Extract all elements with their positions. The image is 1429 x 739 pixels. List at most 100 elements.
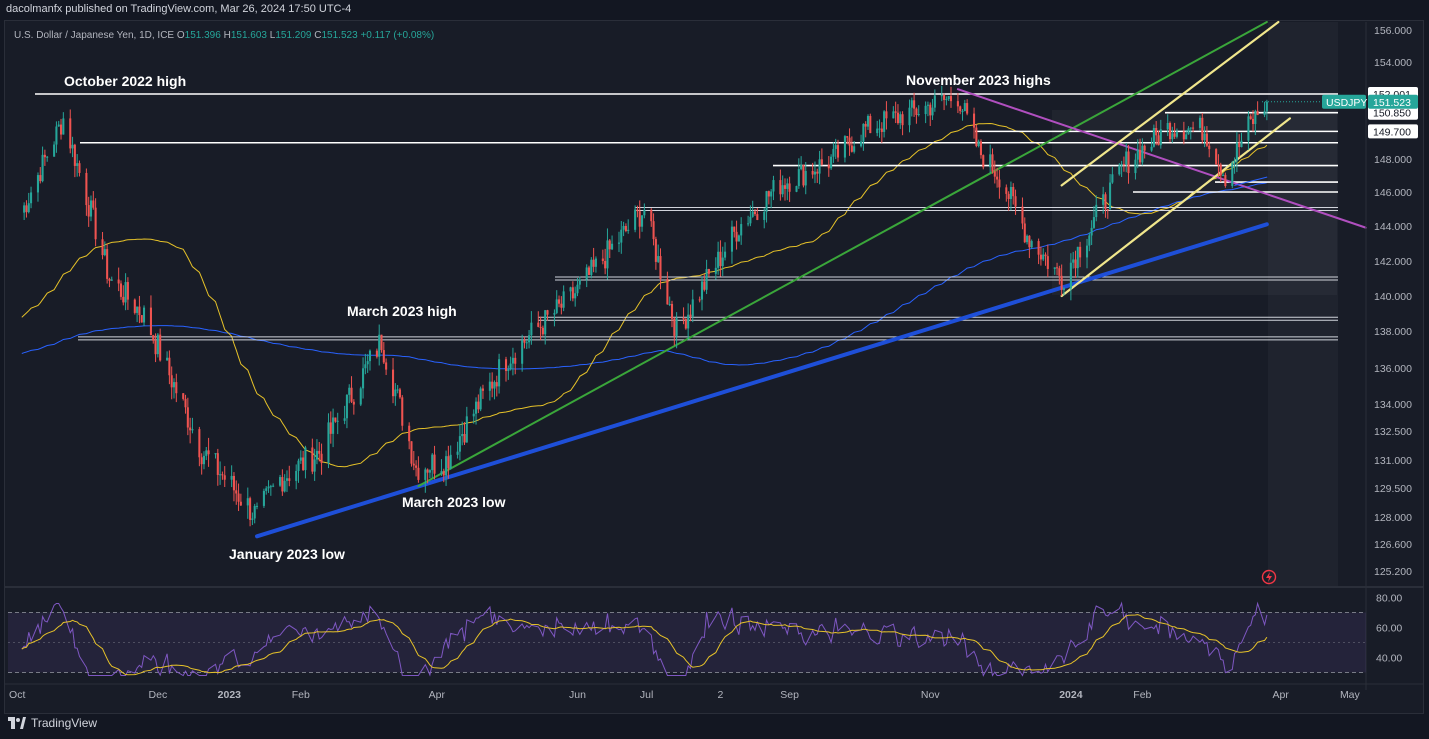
candle-body: [1030, 241, 1033, 248]
candle-body: [1233, 160, 1236, 163]
candle-body: [714, 267, 717, 274]
x-tick-label: 2023: [218, 689, 242, 701]
candle-body: [827, 164, 830, 169]
chart-frame[interactable]: [4, 20, 1424, 714]
candle-body: [1168, 122, 1172, 140]
candle-body: [843, 136, 846, 158]
y-tick-label: 148.000: [1374, 154, 1412, 166]
candle-body: [700, 281, 704, 300]
candle-body: [175, 382, 178, 394]
candle-body: [933, 95, 936, 108]
candle-body: [617, 242, 621, 244]
x-tick-label: May: [1340, 689, 1361, 701]
candle-body: [352, 401, 355, 405]
candle-body: [767, 191, 770, 197]
candle-body: [636, 209, 639, 212]
candle-body: [878, 128, 881, 130]
candle-body: [1136, 149, 1139, 160]
candle-body: [804, 170, 807, 186]
ma200-line: [21, 182, 1268, 370]
candle-body: [850, 145, 853, 152]
candle-body: [848, 137, 851, 146]
candle-body: [703, 281, 706, 290]
candle-body: [488, 381, 491, 391]
y-tick-label: 126.600: [1374, 539, 1412, 551]
y-tick-label: 150.850: [1373, 108, 1411, 120]
candle-body: [1219, 164, 1222, 176]
price-axis[interactable]: 156.000154.000152.001150.850149.700148.0…: [1262, 22, 1418, 690]
candle-body: [860, 141, 863, 147]
candle-body: [511, 357, 514, 364]
candle-body: [239, 501, 242, 506]
candle-body: [1109, 182, 1112, 210]
candle-body: [235, 490, 238, 494]
candle-body: [1072, 259, 1075, 263]
candle-body: [753, 211, 757, 215]
rsi-signal-line: [21, 614, 1268, 676]
candle-body: [368, 350, 372, 362]
footer: TradingView: [8, 716, 97, 730]
candle-body: [684, 318, 687, 329]
candle-body: [966, 103, 969, 114]
candle-body: [207, 450, 210, 455]
open-label: O: [176, 30, 185, 41]
candle-body: [657, 256, 660, 262]
candle-body: [283, 480, 286, 492]
candle-body: [698, 299, 701, 301]
candle-body: [327, 422, 330, 463]
candle-body: [1026, 235, 1029, 243]
candle-body: [442, 471, 445, 476]
candle-body: [779, 180, 782, 195]
candle-body: [788, 183, 791, 192]
candle-body: [315, 450, 318, 460]
candle-body: [189, 427, 192, 431]
candle-body: [675, 318, 678, 336]
candle-body: [216, 453, 219, 475]
candle-body: [110, 279, 113, 281]
candle-body: [578, 279, 581, 285]
candle-body: [458, 436, 461, 452]
candle-body: [592, 259, 595, 267]
x-tick-label: Nov: [921, 689, 940, 701]
candle-body: [1185, 134, 1188, 140]
candle-body: [620, 229, 623, 243]
candle-body: [553, 312, 556, 315]
candle-body: [415, 465, 418, 468]
candle-body: [560, 303, 563, 308]
candle-body: [219, 474, 222, 476]
candle-body: [781, 185, 784, 195]
symbol-tag: [1322, 94, 1366, 109]
candle-body: [41, 154, 44, 182]
candle-body: [1166, 122, 1169, 130]
candle-body: [1125, 151, 1128, 165]
candle-body: [71, 144, 74, 149]
candle-body: [682, 318, 685, 320]
candle-body: [272, 485, 275, 487]
candle-body: [705, 269, 708, 290]
candle-body: [1203, 133, 1206, 141]
candle-body: [846, 136, 849, 138]
candle-body: [108, 278, 111, 281]
candle-body: [477, 401, 480, 410]
candle-body: [1021, 206, 1024, 224]
candle-body: [433, 454, 436, 474]
candle-body: [940, 95, 943, 97]
candle-body: [172, 382, 176, 388]
time-axis[interactable]: Oct Dec 2023 Feb Apr Jun Jul 2 Sep Nov 2024 Feb Apr M…: [4, 683, 1423, 701]
candle-body: [267, 486, 270, 489]
rsi-y-tick-label: 40.00: [1376, 653, 1402, 665]
candle-body: [993, 171, 996, 177]
y-tick-label: 132.500: [1374, 426, 1412, 438]
candle-body: [1173, 133, 1176, 137]
y-tick-label: 149.700: [1373, 126, 1411, 138]
candle-body: [541, 327, 544, 335]
candle-body: [544, 310, 547, 335]
candle-body: [159, 334, 162, 361]
candle-body: [756, 214, 759, 220]
annotation-label: November 2023 highs: [906, 72, 1051, 88]
candle-body: [514, 357, 517, 364]
candle-body: [1187, 128, 1190, 135]
candle-body: [23, 205, 26, 213]
candle-body: [813, 171, 816, 175]
